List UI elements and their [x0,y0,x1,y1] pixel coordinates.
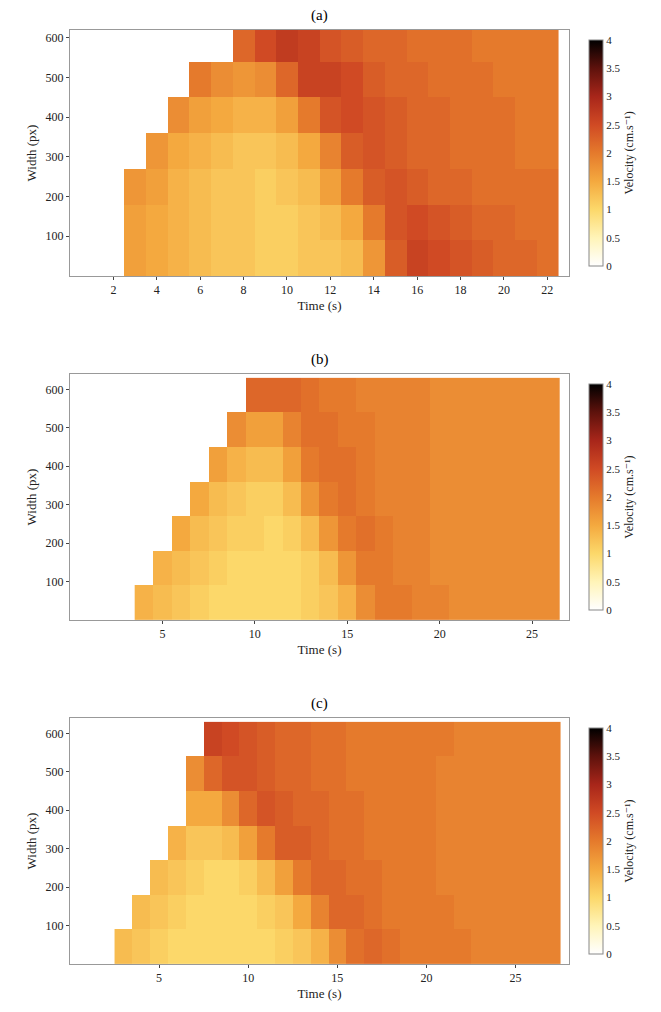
svg-text:600: 600 [46,727,64,741]
svg-text:10: 10 [281,283,293,297]
svg-text:3: 3 [606,778,612,790]
svg-text:600: 600 [46,31,64,45]
svg-text:200: 200 [46,880,64,894]
svg-text:2: 2 [110,283,116,297]
svg-text:(a): (a) [311,7,328,24]
svg-text:200: 200 [46,536,64,550]
svg-text:300: 300 [46,842,64,856]
svg-text:3.5: 3.5 [606,62,620,74]
svg-text:20: 20 [420,971,432,985]
svg-text:Velocity (cm.s⁻¹): Velocity (cm.s⁻¹) [622,799,636,882]
svg-text:4: 4 [606,378,612,390]
svg-text:Width (px): Width (px) [24,125,39,182]
svg-text:0.5: 0.5 [606,232,620,244]
svg-text:Velocity (cm.s⁻¹): Velocity (cm.s⁻¹) [622,111,636,194]
svg-text:3.5: 3.5 [606,406,620,418]
svg-text:0: 0 [606,604,612,616]
svg-text:16: 16 [411,283,423,297]
svg-text:4: 4 [154,283,160,297]
svg-text:400: 400 [46,110,64,124]
svg-text:0: 0 [606,260,612,272]
svg-text:6: 6 [197,283,203,297]
svg-text:Time (s): Time (s) [298,298,342,313]
svg-text:400: 400 [46,803,64,817]
svg-text:2: 2 [606,147,612,159]
svg-text:14: 14 [368,283,380,297]
svg-text:5: 5 [156,971,162,985]
svg-text:5: 5 [159,627,165,641]
svg-text:2.5: 2.5 [606,119,620,131]
svg-text:1: 1 [606,891,612,903]
svg-text:3.5: 3.5 [606,750,620,762]
svg-text:Width (px): Width (px) [24,813,39,870]
svg-text:1.5: 1.5 [606,175,620,187]
svg-text:12: 12 [324,283,336,297]
svg-text:18: 18 [455,283,467,297]
svg-text:20: 20 [434,627,446,641]
svg-text:22: 22 [541,283,553,297]
svg-text:300: 300 [46,150,64,164]
svg-text:4: 4 [606,722,612,734]
svg-text:1: 1 [606,203,612,215]
svg-text:1.5: 1.5 [606,519,620,531]
svg-text:8: 8 [241,283,247,297]
svg-text:15: 15 [331,971,343,985]
svg-text:Width (px): Width (px) [24,469,39,526]
svg-text:500: 500 [46,765,64,779]
svg-text:600: 600 [46,383,64,397]
svg-text:25: 25 [510,971,522,985]
svg-text:25: 25 [526,627,538,641]
svg-text:3: 3 [606,434,612,446]
svg-text:200: 200 [46,190,64,204]
svg-text:300: 300 [46,498,64,512]
svg-text:2: 2 [606,835,612,847]
svg-text:4: 4 [606,34,612,46]
svg-text:100: 100 [46,575,64,589]
svg-text:100: 100 [46,919,64,933]
svg-text:1.5: 1.5 [606,863,620,875]
svg-text:(b): (b) [311,351,329,368]
svg-text:Time (s): Time (s) [298,986,342,1001]
svg-text:Time (s): Time (s) [298,642,342,657]
svg-text:0: 0 [606,948,612,960]
svg-text:2.5: 2.5 [606,463,620,475]
svg-text:1: 1 [606,547,612,559]
svg-text:0.5: 0.5 [606,920,620,932]
svg-text:400: 400 [46,459,64,473]
svg-text:0.5: 0.5 [606,576,620,588]
svg-text:2.5: 2.5 [606,807,620,819]
svg-text:500: 500 [46,71,64,85]
svg-text:100: 100 [46,229,64,243]
svg-text:500: 500 [46,421,64,435]
svg-text:Velocity (cm.s⁻¹): Velocity (cm.s⁻¹) [622,455,636,538]
svg-text:2: 2 [606,491,612,503]
svg-text:20: 20 [498,283,510,297]
svg-text:15: 15 [341,627,353,641]
svg-text:10: 10 [242,971,254,985]
svg-text:3: 3 [606,90,612,102]
svg-text:10: 10 [249,627,261,641]
svg-text:(c): (c) [311,695,328,712]
